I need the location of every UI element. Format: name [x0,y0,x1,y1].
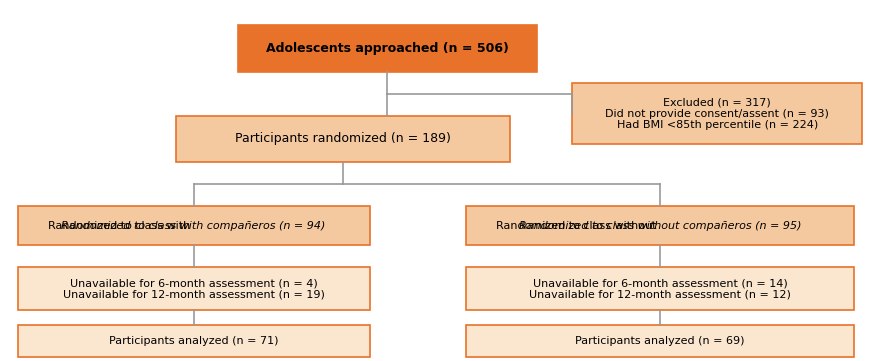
FancyBboxPatch shape [572,83,862,144]
Text: Randomized to class without: Randomized to class without [496,221,660,231]
FancyBboxPatch shape [18,325,370,357]
FancyBboxPatch shape [18,206,370,245]
Text: Excluded (n = 317)
Did not provide consent/assent (n = 93)
Had BMI <85th percent: Excluded (n = 317) Did not provide conse… [605,97,829,130]
Text: Unavailable for 6-month assessment (n = 14)
Unavailable for 12-month assessment : Unavailable for 6-month assessment (n = … [529,278,791,300]
Text: Unavailable for 6-month assessment (n = 4)
Unavailable for 12-month assessment (: Unavailable for 6-month assessment (n = … [62,278,325,300]
FancyBboxPatch shape [238,25,537,72]
FancyBboxPatch shape [18,267,370,310]
Text: Randomized to class without compañeros (n = 95): Randomized to class without compañeros (… [518,221,802,231]
Text: Participants randomized (n = 189): Participants randomized (n = 189) [235,132,451,145]
Text: Participants analyzed (n = 69): Participants analyzed (n = 69) [576,336,744,346]
FancyBboxPatch shape [466,267,854,310]
Text: Adolescents approached (n = 506): Adolescents approached (n = 506) [266,42,509,55]
Text: Participants analyzed (n = 71): Participants analyzed (n = 71) [109,336,278,346]
FancyBboxPatch shape [466,206,854,245]
Text: Randomized to class with: Randomized to class with [48,221,194,231]
FancyBboxPatch shape [466,325,854,357]
Text: Randomized to class with compañeros (n = 94): Randomized to class with compañeros (n =… [62,221,326,231]
FancyBboxPatch shape [176,116,510,162]
